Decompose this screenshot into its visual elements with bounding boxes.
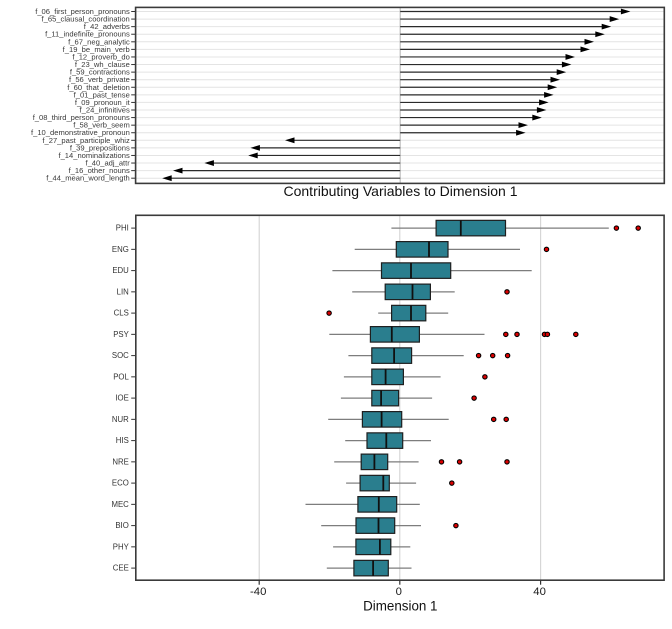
svg-text:POL: POL [113, 372, 129, 381]
svg-text:f_19_be_main_verb: f_19_be_main_verb [63, 45, 130, 54]
svg-text:f_24_infinitives: f_24_infinitives [80, 106, 130, 115]
svg-text:0: 0 [396, 586, 402, 598]
svg-text:SOC: SOC [112, 351, 129, 360]
svg-text:LIN: LIN [117, 287, 129, 296]
svg-text:PSY: PSY [113, 330, 129, 339]
svg-text:PHY: PHY [113, 542, 130, 551]
svg-text:f_42_adverbs: f_42_adverbs [84, 22, 130, 31]
svg-text:f_10_demonstrative_pronoun: f_10_demonstrative_pronoun [31, 128, 130, 137]
svg-text:Contributing Variables to Dime: Contributing Variables to Dimension 1 [284, 183, 518, 199]
svg-text:ECO: ECO [112, 479, 129, 488]
svg-text:f_40_adj_attr: f_40_adj_attr [85, 159, 130, 168]
svg-text:f_58_verb_seem: f_58_verb_seem [73, 121, 130, 130]
svg-text:-40: -40 [250, 586, 266, 598]
svg-text:f_12_proverb_do: f_12_proverb_do [72, 52, 129, 61]
svg-text:ENG: ENG [112, 245, 129, 254]
svg-text:f_01_past_tense: f_01_past_tense [74, 90, 130, 99]
svg-text:f_59_contractions: f_59_contractions [70, 68, 130, 77]
svg-text:f_14_nominalizations: f_14_nominalizations [58, 151, 130, 160]
svg-text:f_06_first_person_pronouns: f_06_first_person_pronouns [35, 7, 130, 16]
svg-text:f_67_neg_analytic: f_67_neg_analytic [68, 37, 130, 46]
svg-text:NUR: NUR [112, 415, 129, 424]
svg-text:NRE: NRE [112, 457, 128, 466]
svg-text:EDU: EDU [112, 266, 129, 275]
svg-text:f_44_mean_word_length: f_44_mean_word_length [46, 174, 130, 183]
svg-text:f_27_past_participle_whiz: f_27_past_participle_whiz [42, 136, 130, 145]
svg-text:f_39_prepositions: f_39_prepositions [70, 143, 130, 152]
svg-text:MEC: MEC [111, 500, 129, 509]
svg-text:f_60_that_deletion: f_60_that_deletion [67, 83, 130, 92]
svg-text:CLS: CLS [114, 309, 129, 318]
svg-text:f_11_indefinite_pronouns: f_11_indefinite_pronouns [45, 30, 130, 39]
svg-text:HIS: HIS [116, 436, 129, 445]
svg-text:CEE: CEE [113, 564, 129, 573]
svg-text:BIO: BIO [115, 521, 128, 530]
svg-text:f_16_other_nouns: f_16_other_nouns [69, 166, 130, 175]
svg-text:40: 40 [533, 586, 546, 598]
svg-text:IOE: IOE [115, 394, 128, 403]
svg-text:PHI: PHI [116, 224, 129, 233]
svg-text:f_08_third_person_pronouns: f_08_third_person_pronouns [33, 113, 130, 122]
svg-text:Dimension 1: Dimension 1 [363, 599, 437, 614]
svg-text:f_56_verb_private: f_56_verb_private [69, 75, 130, 84]
svg-text:f_23_wh_clause: f_23_wh_clause [75, 60, 130, 69]
svg-text:f_09_pronoun_it: f_09_pronoun_it [75, 98, 131, 107]
svg-text:f_65_clausal_coordination: f_65_clausal_coordination [42, 15, 130, 24]
